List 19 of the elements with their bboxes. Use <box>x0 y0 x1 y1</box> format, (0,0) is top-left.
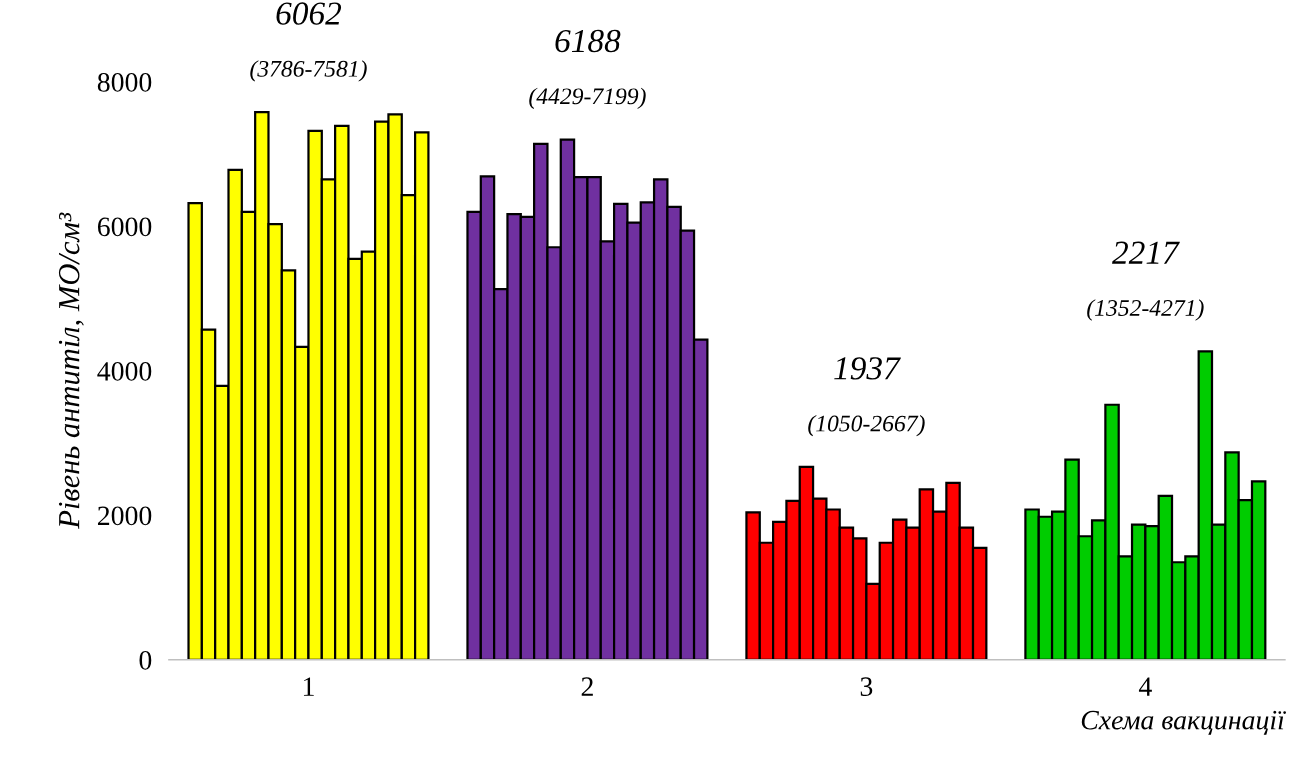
x-axis-title: Схема вакцинації <box>1081 710 1286 735</box>
annotation: (1050-2667) <box>808 414 925 437</box>
annotation: (1352-4271) <box>1087 299 1204 321</box>
x-tick-label: 4 <box>1138 677 1152 696</box>
text: (3786-7581) <box>250 60 367 82</box>
y-tick-label: 2000 <box>97 506 152 526</box>
annotation: 2217 <box>1112 241 1180 264</box>
text: 6188 <box>555 29 621 53</box>
annotation: (4429-7199) <box>529 87 646 110</box>
x-tick-label: 1 <box>303 677 314 696</box>
text: 6062 <box>276 2 342 25</box>
y-tick-label: 4000 <box>97 361 152 381</box>
y-tick-label: 0 <box>139 650 152 670</box>
x-tick-label: 2 <box>581 677 593 696</box>
x-tick-label: 3 <box>860 677 873 696</box>
annotation: 1937 <box>834 357 901 380</box>
y-tick-label: 6000 <box>97 217 152 237</box>
y-axis-title: Рівень антитіл, МО/см³ <box>58 212 84 529</box>
y-tick-label: 8000 <box>97 72 152 92</box>
